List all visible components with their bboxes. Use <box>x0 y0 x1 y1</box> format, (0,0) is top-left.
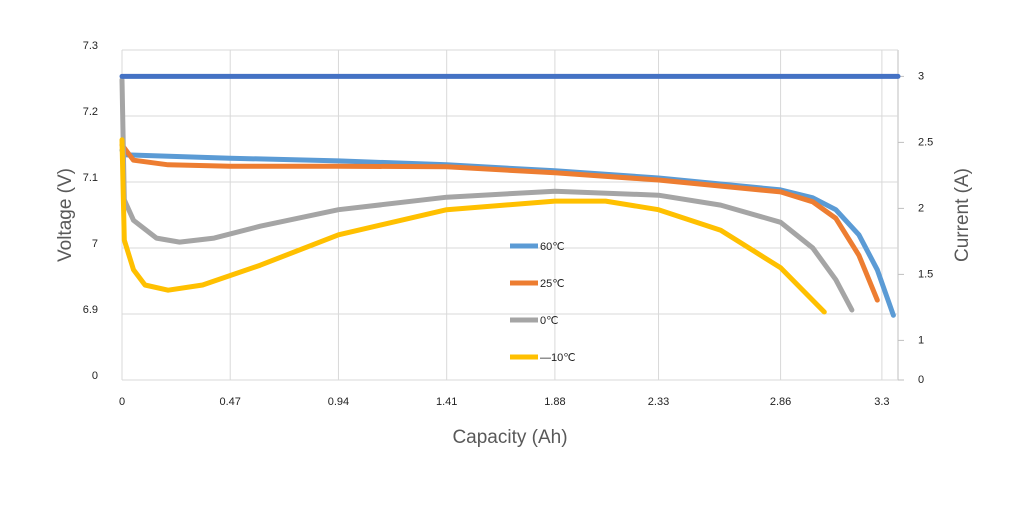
y-tick-label: 6.9 <box>83 304 98 316</box>
x-tick-label: 0.94 <box>328 396 349 408</box>
x-tick-label: 0.47 <box>220 396 241 408</box>
legend-label: 60℃ <box>540 241 565 253</box>
y-tick-label: 7.1 <box>83 172 98 184</box>
y2-tick-label: 1 <box>918 334 924 346</box>
y-tick-label: 7.2 <box>83 106 98 118</box>
x-tick-label: 1.88 <box>544 396 565 408</box>
y2-tick-label: 2 <box>918 202 924 214</box>
y2-tick-label: 3 <box>918 70 924 82</box>
series-line <box>119 137 827 315</box>
y2-tick-label: 0 <box>918 374 924 386</box>
x-tick-label: 2.86 <box>770 396 791 408</box>
series-line <box>119 77 855 313</box>
x-tick-label: 2.33 <box>648 396 669 408</box>
legend-label: 0℃ <box>540 315 558 327</box>
y-tick-label: 7 <box>92 238 98 250</box>
x-tick-label: 0 <box>119 396 125 408</box>
legend-label: 25℃ <box>540 278 565 290</box>
series-line <box>119 142 880 303</box>
legend-label: —10℃ <box>540 352 576 364</box>
x-axis-title: Capacity (Ah) <box>452 427 567 448</box>
y2-tick-label: 2.5 <box>918 136 933 148</box>
y2-tick-label: 1.5 <box>918 268 933 280</box>
y2-axis-title: Current (A) <box>952 168 973 262</box>
y-axis-title: Voltage (V) <box>55 168 76 262</box>
y-tick-label: 0 <box>92 370 98 382</box>
y-tick-label: 7.3 <box>83 40 98 52</box>
x-tick-label: 3.3 <box>874 396 889 408</box>
x-tick-label: 1.41 <box>436 396 457 408</box>
